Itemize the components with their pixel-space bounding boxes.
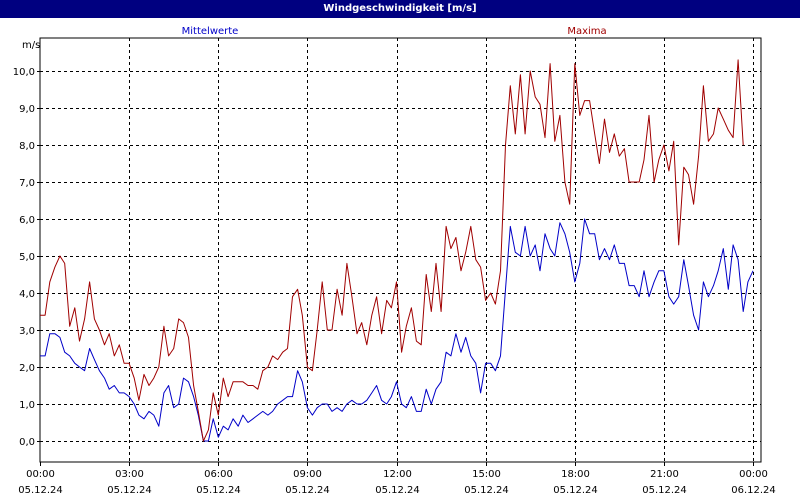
labels-layer: 0,0 1,0 2,0 3,0 4,0 5,0 6,0 7,0 8,0 9,0 10,0 00:00 0… [13, 26, 776, 496]
y-tick-label: 4,0 [19, 289, 35, 300]
y-tick-label: 9,0 [19, 104, 35, 115]
y-tick-label: 3,0 [19, 326, 35, 337]
x-tick-date-label: 06.12.24 [731, 485, 776, 496]
x-tick-time-label: 03:00 [115, 469, 144, 480]
x-tick-date-label: 05.12.24 [553, 485, 598, 496]
y-tick-label: 7,0 [19, 178, 35, 189]
x-tick-time-label: 21:00 [650, 469, 679, 480]
x-tick-time-label: 09:00 [293, 469, 322, 480]
y-tick-label: 1,0 [19, 400, 35, 411]
x-tick-time-label: 15:00 [472, 469, 501, 480]
x-tick-date-label: 05.12.24 [196, 485, 241, 496]
x-tick-date-label: 05.12.24 [107, 485, 152, 496]
x-tick-date-label: 05.12.24 [285, 485, 330, 496]
series-layer [40, 59, 754, 442]
x-tick-time-label: 12:00 [383, 469, 412, 480]
y-tick-label: 5,0 [19, 252, 35, 263]
series-line-maxima [40, 59, 744, 442]
y-tick-label: 2,0 [19, 363, 35, 374]
chart-title: Windgeschwindigkeit [m/s] [0, 0, 800, 18]
plot-frame [39, 37, 762, 463]
x-tick-date-label: 05.12.24 [375, 485, 420, 496]
x-tick-date-label: 05.12.24 [18, 485, 63, 496]
x-tick-time-label: 00:00 [26, 469, 55, 480]
y-tick-label: 0,0 [19, 437, 35, 448]
legend-label: Mittelwerte [182, 26, 239, 37]
x-tick-time-label: 00:00 [739, 469, 768, 480]
x-tick-time-label: 06:00 [204, 469, 233, 480]
series-line-mittelwerte [40, 218, 754, 442]
y-tick-label: 6,0 [19, 215, 35, 226]
x-tick-date-label: 05.12.24 [642, 485, 687, 496]
grid-layer [37, 38, 761, 466]
y-axis-label: m/s [22, 40, 40, 51]
y-tick-label: 10,0 [13, 67, 35, 78]
x-tick-date-label: 05.12.24 [464, 485, 509, 496]
x-tick-time-label: 18:00 [561, 469, 590, 480]
legend-label: Maxima [567, 26, 606, 37]
y-tick-label: 8,0 [19, 141, 35, 152]
